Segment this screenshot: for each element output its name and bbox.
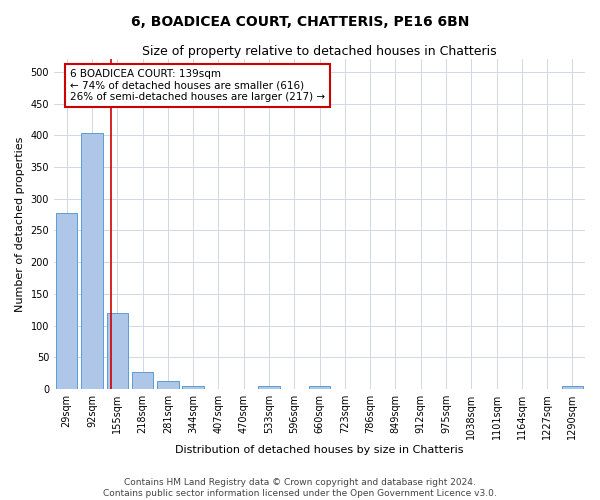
Bar <box>132 372 153 389</box>
Bar <box>107 313 128 389</box>
Bar <box>56 214 77 389</box>
Bar <box>182 386 204 389</box>
Y-axis label: Number of detached properties: Number of detached properties <box>15 136 25 312</box>
Bar <box>258 386 280 389</box>
X-axis label: Distribution of detached houses by size in Chatteris: Distribution of detached houses by size … <box>175 445 464 455</box>
Bar <box>81 132 103 389</box>
Text: 6, BOADICEA COURT, CHATTERIS, PE16 6BN: 6, BOADICEA COURT, CHATTERIS, PE16 6BN <box>131 15 469 29</box>
Bar <box>157 380 179 389</box>
Bar <box>309 386 330 389</box>
Title: Size of property relative to detached houses in Chatteris: Size of property relative to detached ho… <box>142 45 497 58</box>
Bar <box>562 386 583 389</box>
Text: Contains HM Land Registry data © Crown copyright and database right 2024.
Contai: Contains HM Land Registry data © Crown c… <box>103 478 497 498</box>
Text: 6 BOADICEA COURT: 139sqm
← 74% of detached houses are smaller (616)
26% of semi-: 6 BOADICEA COURT: 139sqm ← 74% of detach… <box>70 69 325 102</box>
